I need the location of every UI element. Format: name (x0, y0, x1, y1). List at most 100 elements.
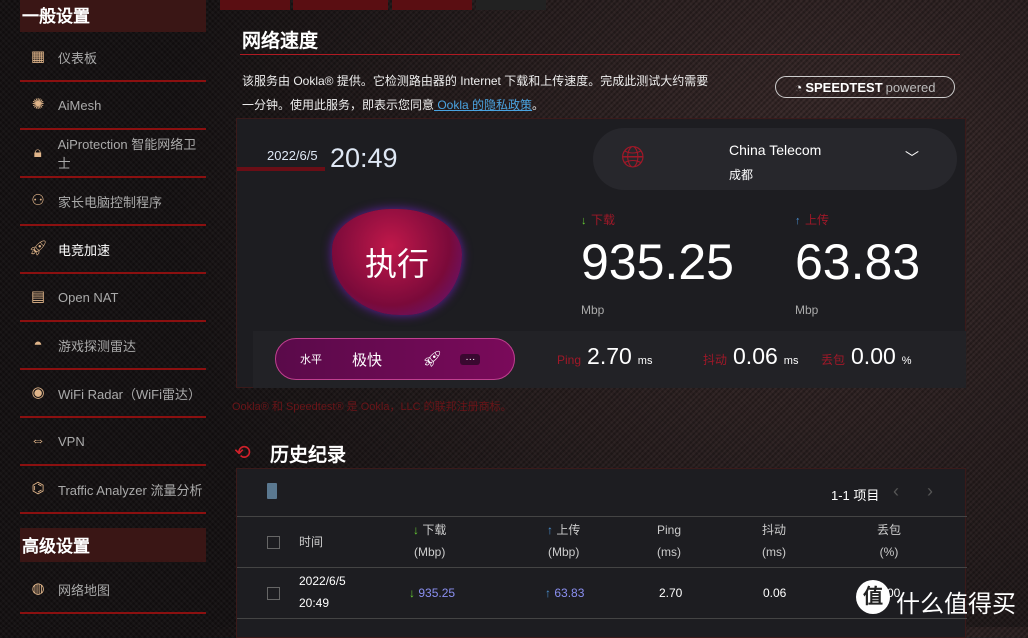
sidebar-item[interactable]: 🚀︎ 电竞加速 (20, 226, 206, 274)
ping-stat: Ping 2.70 ms (557, 343, 652, 370)
header-unit: (%) (879, 545, 899, 559)
sidebar-item-network-map[interactable]: ◍ 网络地图 (20, 566, 206, 614)
history-clock-icon: ⟲ (234, 442, 251, 464)
rocket-icon: 🚀︎ (28, 240, 48, 257)
history-title: 历史纪录 (270, 445, 347, 466)
loss-label: 丢包 (821, 353, 846, 367)
sidebar-item[interactable]: 🔒︎ AiProtection 智能网络卫士 (20, 130, 206, 178)
test-date: 2022/6/5 (267, 148, 318, 163)
sidebar-item[interactable]: ◉ WiFi Radar（WiFi雷达） (20, 370, 206, 418)
download-value: 935.25 (581, 234, 734, 290)
wifi-radar-icon: ◉ (31, 384, 45, 401)
history-table: 1-1 项目 ‹ › 时间 ↓ 下载 (Mbp) ↑ 上传 (Mbp) Ping (m… (236, 468, 967, 638)
download-block: ↓ 下载 935.25 Mbp (581, 211, 734, 317)
top-tab[interactable] (293, 0, 388, 10)
top-tab[interactable] (392, 0, 472, 10)
select-all-checkbox[interactable] (267, 536, 280, 549)
header-label: 下载 (422, 523, 447, 537)
server-city: 成都 (729, 168, 754, 182)
header-loss: 丢包 (%) (877, 519, 901, 563)
globe-link-icon: 🌐︎ (621, 141, 645, 174)
download-label: 下载 (590, 213, 615, 227)
stats-bar: 水平 极快 🚀︎ ··· Ping 2.70 ms 抖动 0.06 ms 丢包 0.00% (253, 331, 966, 388)
date-accent (237, 167, 325, 171)
divider (237, 618, 967, 619)
upload-arrow-icon: ↑ (795, 215, 801, 227)
general-settings-header: 一般设置 (20, 0, 206, 32)
row-download-value: 935.25 (418, 586, 456, 600)
sidebar-item[interactable]: ⇔ VPN (20, 418, 206, 466)
loss-unit: % (901, 355, 912, 367)
row-checkbox[interactable] (267, 587, 280, 600)
sidebar-item-label: 网络地图 (58, 582, 111, 598)
sidebar-item-label: 游戏探测雷达 (58, 338, 137, 354)
description-end: 。 (532, 98, 545, 112)
top-tab[interactable] (476, 0, 546, 10)
header-ping: Ping (ms) (657, 519, 681, 563)
title-divider (240, 54, 960, 55)
row-upload: ↑ 63.83 (545, 582, 584, 604)
jitter-value: 0.06 (733, 343, 778, 369)
game-mode-selector[interactable]: 水平 极快 🚀︎ ··· (275, 338, 515, 380)
top-tab[interactable] (220, 0, 290, 10)
run-button[interactable]: 执行 (332, 209, 462, 315)
row-jitter: 0.06 (763, 586, 787, 600)
speedtest-card: 2022/6/5 20:49 🌐︎ China Telecom 成都 ﹀ 执行 … (236, 118, 966, 388)
sidebar-item[interactable]: ⚇ 家长电脑控制程序 (20, 178, 206, 226)
sidebar-item-label: Open NAT (58, 289, 119, 305)
header-label: 上传 (556, 523, 581, 537)
parental-icon: ⚇ (31, 192, 45, 209)
prev-page-icon[interactable]: ‹ (893, 481, 899, 501)
nat-icon: ▤ (30, 288, 46, 305)
row-download: ↓ 935.25 (409, 582, 455, 604)
sidebar-item[interactable]: ▦ 仪表板 (20, 34, 206, 82)
gauge-icon: ◔ (794, 79, 803, 95)
traffic-icon: ⌬ (31, 480, 45, 497)
sidebar-item[interactable]: ▤ Open NAT (20, 274, 206, 322)
upload-value: 63.83 (795, 234, 921, 290)
mode-value: 极快 (352, 351, 383, 369)
sidebar-item[interactable]: ◓ 游戏探测雷达 (20, 322, 206, 370)
ping-label: Ping (557, 353, 582, 367)
upload-arrow-icon: ↑ (547, 523, 553, 537)
ping-value: 2.70 (587, 343, 632, 369)
row-clock: 20:49 (299, 596, 330, 610)
description: 该服务由 Ookla® 提供。它检测路由器的 Internet 下载和上传速度。… (242, 69, 708, 117)
sidebar-item-label: 电竞加速 (58, 242, 111, 258)
sidebar-item-label: VPN (58, 433, 85, 449)
next-page-icon[interactable]: › (927, 481, 933, 501)
upload-arrow-icon: ↑ (545, 586, 551, 600)
description-line: 该服务由 Ookla® 提供。它检测路由器的 Internet 下载和上传速度。… (242, 74, 709, 88)
sidebar-item[interactable]: ⌬ Traffic Analyzer 流量分析 (20, 466, 206, 514)
loss-value: 0.00 (851, 343, 896, 369)
header-label: Ping (657, 523, 682, 537)
vpn-icon: ⇔ (30, 432, 46, 449)
server-name: China Telecom (729, 142, 822, 158)
row-ping: 2.70 (659, 586, 683, 600)
download-unit: Mbp (581, 303, 605, 317)
sidebar-item-label: AiMesh (58, 97, 102, 113)
jitter-label: 抖动 (703, 353, 728, 367)
pager-text: 1-1 项目 (831, 488, 880, 503)
sidebar-item[interactable]: ✺ AiMesh (20, 82, 206, 130)
header-jitter: 抖动 (ms) (762, 519, 786, 563)
header-upload: ↑ 上传 (Mbp) (547, 519, 580, 563)
header-download: ↓ 下载 (Mbp) (413, 519, 446, 563)
more-button[interactable]: ··· (460, 353, 481, 365)
row-date: 2022/6/5 (299, 574, 346, 588)
header-label: 丢包 (877, 523, 902, 537)
sidebar-item-label: AiProtection 智能网络卫士 (57, 137, 197, 171)
globe-icon: ◍ (31, 580, 45, 597)
privacy-policy-link[interactable]: Ookla 的隐私政策 (434, 98, 533, 112)
speedtest-badge[interactable]: ◔ SPEEDTEST powered (775, 76, 955, 98)
badge-brand: SPEEDTEST (805, 79, 883, 95)
header-unit: (ms) (657, 545, 682, 559)
header-unit: (Mbp) (548, 545, 580, 559)
delete-icon[interactable] (267, 483, 277, 499)
server-selector[interactable]: 🌐︎ China Telecom 成都 ﹀ (593, 128, 957, 190)
divider (237, 567, 967, 568)
header-time: 时间 (299, 535, 324, 549)
row-upload-value: 63.83 (554, 586, 585, 600)
row-time: 2022/6/5 20:49 (299, 570, 346, 614)
sidebar-item-label: 仪表板 (58, 50, 98, 66)
